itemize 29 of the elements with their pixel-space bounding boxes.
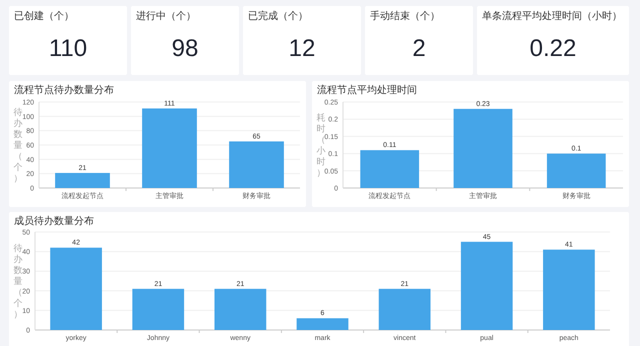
chart-title: 流程节点待办数量分布 xyxy=(14,84,114,96)
bar xyxy=(454,108,512,188)
text: 已创建（个） xyxy=(14,10,74,22)
text: 已完成（个） xyxy=(248,10,308,22)
bar xyxy=(55,172,110,188)
y-axis-title: 耗时（小时） xyxy=(316,112,326,178)
chart-title: 流程节点平均处理时间 xyxy=(317,84,417,96)
bar xyxy=(546,154,606,188)
bar xyxy=(296,318,348,330)
bar xyxy=(229,141,284,188)
bar xyxy=(543,250,595,330)
y-axis-title: 待办数量（个） xyxy=(14,107,22,183)
bar xyxy=(378,288,431,330)
text: 0.22 xyxy=(530,35,576,62)
bar xyxy=(460,242,513,330)
text: 98 xyxy=(172,35,198,62)
text: 12 xyxy=(288,35,316,62)
bar xyxy=(142,108,197,188)
text: 单条流程平均处理时间（小时） xyxy=(482,10,622,22)
text: 110 xyxy=(48,35,88,62)
bar xyxy=(360,150,420,188)
text: 2 xyxy=(412,35,426,62)
bar xyxy=(214,288,266,330)
y-axis-title: 待办数量（个） xyxy=(14,243,22,319)
chart-title: 成员待办数量分布 xyxy=(14,215,94,227)
text: 手动结束（个） xyxy=(370,10,440,22)
bar xyxy=(132,288,184,330)
text: 进行中（个） xyxy=(136,10,196,22)
bar xyxy=(50,248,102,330)
